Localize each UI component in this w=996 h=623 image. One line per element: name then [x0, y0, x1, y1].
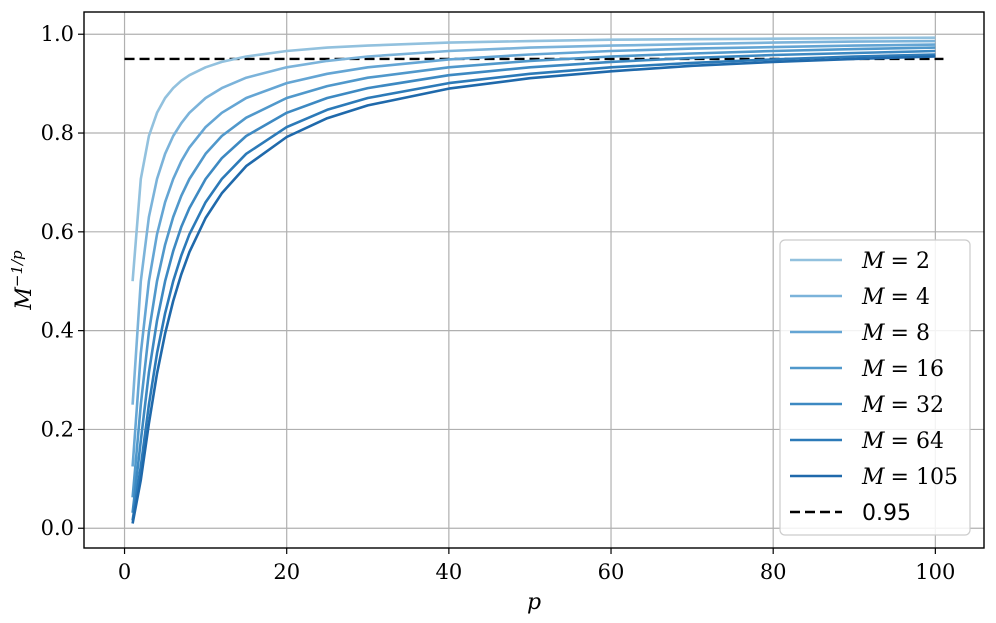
- y-tick-label: 0.4: [41, 319, 74, 343]
- legend-label-value: = 16: [891, 357, 944, 382]
- legend-label-variable: M: [861, 285, 885, 310]
- x-tick-label: 60: [598, 560, 625, 584]
- y-tick-label: 0.2: [41, 417, 74, 441]
- y-axis-label-exponent: −1/p: [8, 250, 26, 287]
- legend-label-value: = 105: [891, 465, 958, 490]
- legend-label-value: = 8: [891, 321, 930, 346]
- legend-label-variable: M: [861, 357, 885, 382]
- legend-label: M = 2: [861, 249, 930, 274]
- y-tick-label: 0.0: [41, 516, 74, 540]
- y-axis-label-base: M: [12, 287, 37, 311]
- x-tick-label: 0: [118, 560, 131, 584]
- legend-label: M = 4: [861, 285, 930, 310]
- legend-label: M = 8: [861, 321, 930, 346]
- legend-label: M = 32: [861, 393, 944, 418]
- x-axis-label: p: [527, 590, 541, 615]
- legend-label-variable: M: [861, 429, 885, 454]
- legend-label: M = 105: [861, 465, 958, 490]
- legend-label-value: = 2: [891, 249, 930, 274]
- legend-label-variable: M: [861, 321, 885, 346]
- legend-label-value: = 64: [891, 429, 944, 454]
- y-tick-label: 1.0: [41, 22, 74, 46]
- x-axis-ticks: 0 20 40 60 80 100: [118, 548, 956, 584]
- legend-label-value: = 4: [891, 285, 930, 310]
- y-tick-label: 0.6: [41, 220, 74, 244]
- legend-label-variable: M: [861, 393, 885, 418]
- legend-label: 0.95: [862, 501, 911, 526]
- x-tick-label: 80: [760, 560, 787, 584]
- x-tick-label: 100: [915, 560, 955, 584]
- y-axis-ticks: 0.0 0.2 0.4 0.6 0.8 1.0: [41, 22, 84, 540]
- legend-label: M = 16: [861, 357, 944, 382]
- y-tick-label: 0.8: [41, 121, 74, 145]
- legend-label: M = 64: [861, 429, 944, 454]
- legend-label-variable: M: [861, 465, 885, 490]
- x-tick-label: 40: [435, 560, 462, 584]
- y-axis-label: M−1/p: [8, 250, 37, 311]
- x-tick-label: 20: [273, 560, 300, 584]
- legend-label-value: = 32: [891, 393, 944, 418]
- legend-label-variable: M: [861, 249, 885, 274]
